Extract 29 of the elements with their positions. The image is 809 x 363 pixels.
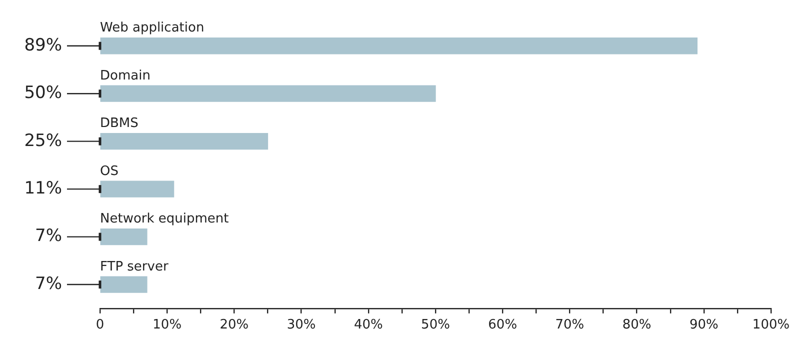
y-tick-label: Domain	[100, 68, 150, 84]
x-tick-label: 80%	[622, 318, 652, 333]
data-label: 25%	[24, 130, 62, 151]
y-tick-label: OS	[100, 164, 118, 179]
x-tick-label: 60%	[488, 318, 518, 333]
x-tick-label: 20%	[220, 318, 249, 333]
x-tick-label: 0	[96, 318, 104, 333]
y-tick-label: DBMS	[100, 116, 138, 132]
data-label: 11%	[24, 178, 62, 198]
data-label: 7%	[35, 226, 62, 246]
data-label: 89%	[24, 35, 62, 56]
y-tick-label: Web application	[100, 20, 204, 36]
bar	[100, 133, 268, 150]
x-tick-label: 10%	[152, 318, 182, 333]
x-tick-label: 100%	[752, 318, 790, 333]
bar	[100, 276, 148, 293]
data-label: 7%	[35, 274, 62, 294]
x-tick-label: 30%	[286, 318, 316, 333]
bar	[100, 38, 698, 54]
bar	[100, 228, 148, 246]
y-tick-label: FTP server	[100, 259, 169, 274]
bar	[100, 180, 174, 198]
x-tick-label: 40%	[354, 318, 383, 333]
x-tick-label: 90%	[689, 318, 718, 333]
data-label: 50%	[24, 83, 62, 104]
y-tick-label: Network equipment	[100, 212, 229, 227]
bar	[100, 85, 436, 102]
x-tick-label: 50%	[421, 318, 450, 333]
x-tick-label: 70%	[555, 318, 584, 333]
